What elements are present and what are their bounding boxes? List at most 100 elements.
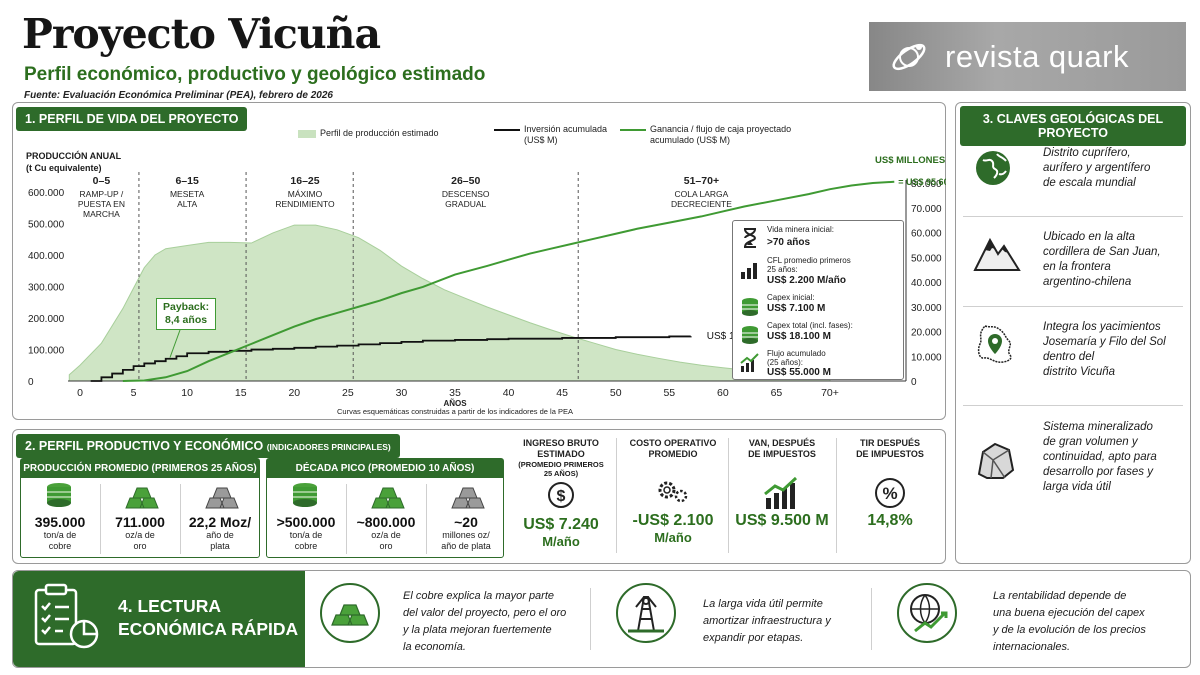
kpi-card: TIR DESPUÉS DE IMPUESTOS% 14,8%	[836, 438, 940, 558]
reading-icon-circle	[320, 583, 380, 643]
avg-production-group: PRODUCCIÓN PROMEDIO (PRIMEROS 25 AÑOS)	[20, 458, 260, 558]
kpi-separator	[728, 438, 729, 553]
investment-line	[90, 335, 692, 382]
left-tick-label: 300.000	[28, 283, 65, 294]
silver-bars-icon	[448, 480, 486, 515]
reading-text: El cobre explica la mayor parte del valo…	[403, 590, 567, 653]
summary-label: Capex total (incl. fases):	[767, 321, 853, 330]
production-cell: 22,2 Moz/año de plata	[180, 480, 260, 554]
cell-separator	[180, 484, 181, 554]
production-value: 395.000	[34, 514, 86, 530]
legend-cashflow-label: Ganancia / flujo de caja proyectado acum…	[650, 124, 792, 145]
summary-value: US$ 55.000 M	[767, 367, 831, 378]
kpi-value: US$ 7.240	[523, 516, 599, 533]
production-cell: >500.000 ton/a de cobre	[266, 480, 346, 552]
section1-title: 1. PERFIL DE VIDA DEL PROYECTO	[16, 107, 248, 131]
phase-name: COLA LARGA	[674, 189, 728, 199]
summary-item: Capex inicial: US$ 7.100 M	[733, 291, 905, 321]
production-unit: ton/a de cobre	[43, 530, 77, 551]
reading-text: La larga vida útil permite amortizar inf…	[703, 598, 831, 644]
x-tick-label: 30	[396, 387, 408, 399]
x-tick-label: 35	[449, 387, 461, 399]
section2-title-small: (INDICADORES PRINCIPALES)	[266, 442, 391, 452]
summary-value: >70 años	[767, 237, 811, 248]
x-tick-label: 65	[771, 387, 783, 399]
clipboard-chart-icon	[34, 583, 99, 649]
phase-name: PUESTA EN	[78, 199, 125, 209]
geology-separator	[963, 306, 1183, 307]
kpi-unit: M/año	[654, 530, 692, 545]
production-unit: oz/a de oro	[125, 530, 155, 551]
summary-label: Capex inicial:	[767, 293, 815, 302]
global-growth-icon	[905, 591, 951, 640]
kpi-value: 14,8%	[867, 512, 913, 529]
kpi-card: VAN, DESPUÉS DE IMPUESTOS US$ 9.500 M	[728, 438, 832, 558]
gold-stack-icon	[328, 591, 372, 636]
right-tick-label: 0	[911, 377, 917, 388]
right-tick-label: 70.000	[911, 204, 942, 215]
cashflow-line	[122, 180, 895, 382]
kpi-separator	[836, 438, 837, 553]
left-tick-label: 100.000	[28, 346, 65, 357]
payback-connector	[169, 329, 181, 358]
copper-coins-icon	[42, 480, 76, 515]
summary-box: Vida minera inicial: >70 años CFL promed…	[732, 220, 904, 380]
hourglass-icon	[744, 228, 757, 248]
source-note: Fuente: Evaluación Económica Preliminar …	[24, 90, 333, 101]
phase-range: 0–5	[93, 175, 111, 187]
right-tick-label: 40.000	[911, 278, 942, 289]
production-unit: año de plata	[206, 530, 234, 551]
bar-chart-icon	[741, 263, 757, 279]
phase-name: DECRECIENTE	[671, 199, 732, 209]
x-tick-label: 0	[77, 387, 83, 399]
geology-text: Ubicado en la alta cordillera de San Jua…	[1043, 231, 1161, 288]
copper-coins-icon	[288, 480, 322, 515]
geology-text: Sistema mineralizado de gran volumen y c…	[1043, 421, 1157, 493]
map-pin-icon	[973, 322, 1017, 371]
x-tick-label: 10	[181, 387, 193, 399]
phase-name: RAMP-UP /	[80, 189, 124, 199]
x-tick-label: 60	[717, 387, 729, 399]
phase-name: RENDIMIENTO	[275, 199, 335, 209]
geology-text: Distrito cuprífero, aurífero y argentífe…	[1043, 147, 1151, 189]
x-tick-label: 5	[131, 387, 137, 399]
chart-footnote: Curvas esquemáticas construidas a partir…	[337, 407, 573, 416]
right-tick-label: 10.000	[911, 352, 942, 363]
geology-separator	[963, 405, 1183, 406]
kpi-title: VAN, DESPUÉS DE IMPUESTOS	[748, 438, 816, 459]
reading-separator	[871, 588, 872, 650]
phase-name: MÁXIMO	[288, 189, 323, 199]
phase-range: 51–70+	[684, 175, 719, 187]
right-tick-label: 20.000	[911, 328, 942, 339]
summary-value: US$ 7.100 M	[767, 303, 826, 314]
globe-icon	[973, 148, 1013, 193]
gears-icon	[620, 476, 726, 510]
gold-bars-icon	[122, 480, 160, 515]
summary-label: CFL promedio primeros 25 años:	[767, 256, 851, 274]
kpi-title: INGRESO BRUTO ESTIMADO	[523, 438, 599, 459]
mine-tower-icon	[624, 591, 668, 640]
x-tick-label: 40	[503, 387, 515, 399]
avg-production-title: PRODUCCIÓN PROMEDIO (PRIMEROS 25 AÑOS)	[21, 459, 259, 478]
left-tick-label: 600.000	[28, 188, 65, 199]
production-value: >500.000	[276, 514, 336, 530]
kpi-card: COSTO OPERATIVO PROMEDIO -US$ 2.100 M/año	[616, 438, 726, 558]
svg-text:%: %	[882, 484, 897, 503]
legend-production-label: Perfil de producción estimado	[320, 128, 439, 138]
right-tick-label: 80.000	[911, 179, 942, 190]
geology-item: Ubicado en la alta cordillera de San Jua…	[963, 230, 1183, 330]
x-tick-label: 45	[556, 387, 568, 399]
svg-text:$: $	[557, 488, 566, 505]
legend-investment: Inversión acumulada (US$ M)	[494, 124, 607, 146]
left-axis-label: PRODUCCIÓN ANUAL (t Cu equivalente)	[26, 151, 122, 173]
production-value: ~800.000	[356, 514, 416, 530]
phase-name: DESCENSO	[442, 189, 490, 199]
summary-label: Flujo acumulado (25 años):	[767, 349, 826, 367]
kpi-card: INGRESO BRUTO ESTIMADO (PROMEDIO PRIMEROS…	[511, 438, 611, 558]
x-tick-label: 55	[663, 387, 675, 399]
x-tick-label: 50	[610, 387, 622, 399]
mountains-icon	[973, 232, 1021, 277]
legend-production: Perfil de producción estimado	[298, 128, 439, 139]
atom-logo-icon	[892, 43, 926, 70]
section3-title: 3. CLAVES GEOLÓGICAS DEL PROYECTO	[960, 106, 1186, 146]
